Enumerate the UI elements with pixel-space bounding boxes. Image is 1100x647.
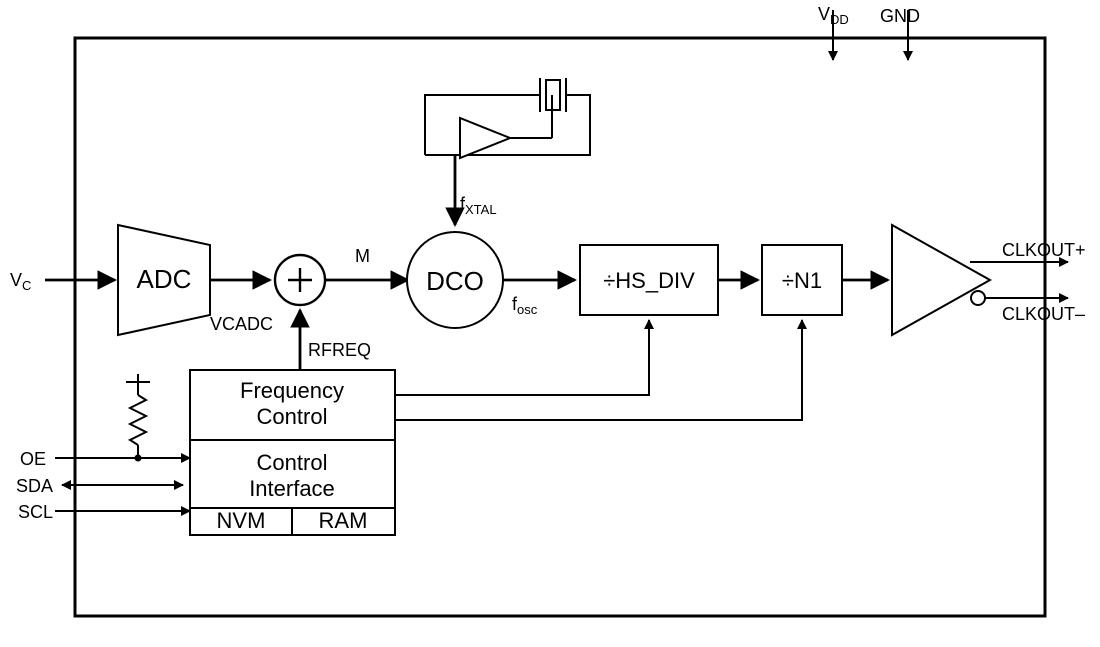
vc-label: VC xyxy=(10,270,31,293)
m-label: M xyxy=(355,246,370,266)
ram-label: RAM xyxy=(319,508,368,533)
sda-label: SDA xyxy=(16,476,53,496)
n1-label: ÷N1 xyxy=(782,268,822,293)
clkoutp-label: CLKOUT+ xyxy=(1002,240,1086,260)
freqctrl-label1: Frequency xyxy=(240,378,344,403)
rfreq-label: RFREQ xyxy=(308,340,371,360)
vcadc-label: VCADC xyxy=(210,314,273,334)
crystal-osc-icon xyxy=(425,78,590,158)
clkoutn-label: CLKOUT– xyxy=(1002,304,1085,324)
oe-label: OE xyxy=(20,449,46,469)
fc-to-hsdiv xyxy=(395,320,649,395)
freqctrl-label2: Control xyxy=(257,404,328,429)
scl-label: SCL xyxy=(18,502,53,522)
ctrlif-label1: Control xyxy=(257,450,328,475)
ctrlif-label2: Interface xyxy=(249,476,335,501)
hsdiv-label: ÷HS_DIV xyxy=(603,268,695,293)
inv-bubble xyxy=(971,291,985,305)
output-buffer xyxy=(892,225,990,335)
fosc-label: fosc xyxy=(512,294,538,317)
dco-label: DCO xyxy=(426,266,484,296)
adc-label: ADC xyxy=(137,264,192,294)
vdd-label: VDD xyxy=(818,4,849,27)
nvm-label: NVM xyxy=(217,508,266,533)
fxtal-label: fXTAL xyxy=(460,194,497,217)
gnd-label: GND xyxy=(880,6,920,26)
block-diagram: VDD GND fXTAL VC ADC VCADC M DCO xyxy=(0,0,1100,647)
fc-to-n1 xyxy=(395,320,802,420)
pullup-resistor-icon xyxy=(126,374,150,462)
